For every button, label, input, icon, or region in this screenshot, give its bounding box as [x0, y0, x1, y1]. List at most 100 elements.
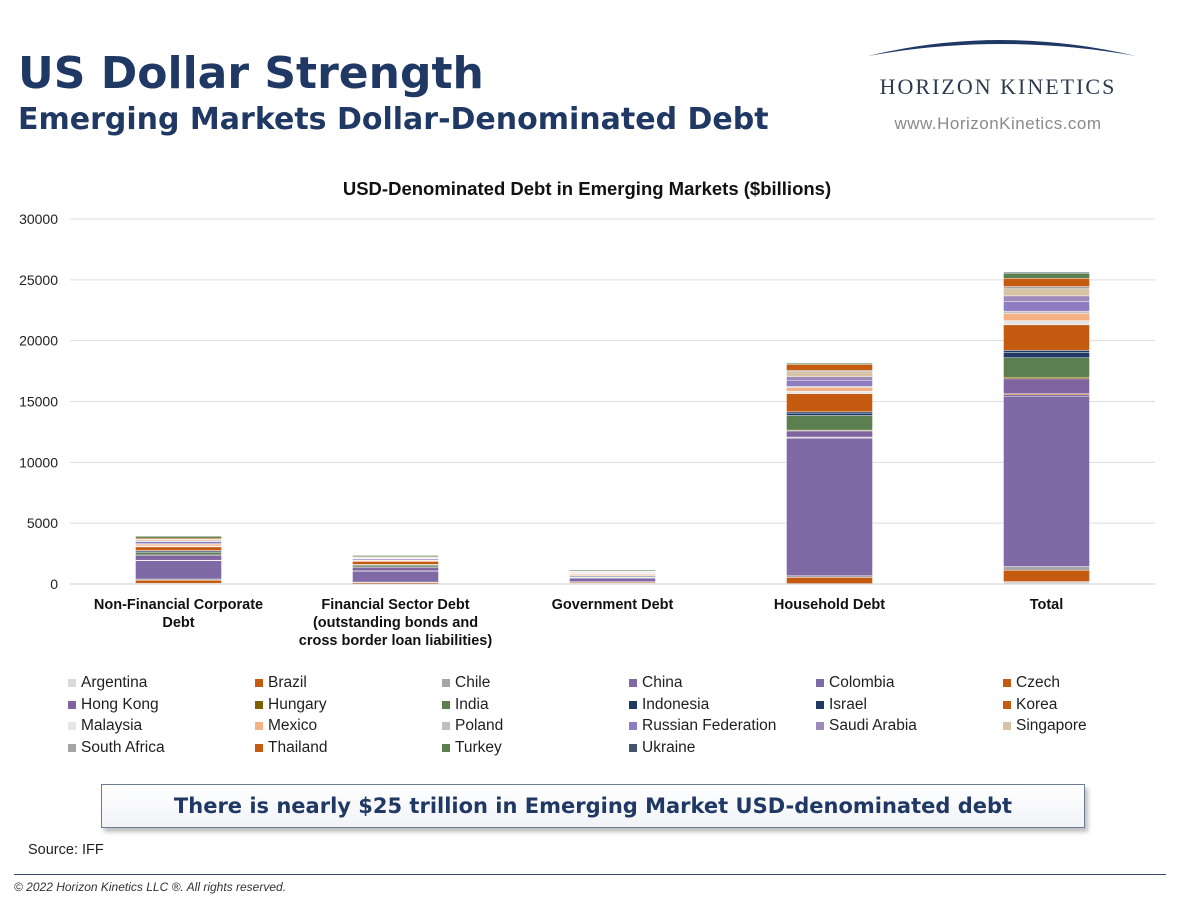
bar-segment: [135, 550, 222, 553]
x-category-label-line: cross border loan liabilities): [299, 633, 493, 649]
legend-entry: Saudi Arabia: [816, 715, 1003, 737]
bar-segment: [1003, 272, 1090, 279]
bar-segment: [786, 393, 873, 413]
y-tick-label: 0: [50, 576, 58, 592]
legend-swatch: [255, 743, 263, 752]
bar-segment: [786, 387, 873, 392]
bar-segment: [786, 577, 873, 584]
chart-title: USD-Denominated Debt in Emerging Markets…: [343, 178, 831, 199]
bar-segment: [786, 430, 873, 438]
bar-segment: [786, 364, 873, 371]
page-title: US Dollar Strength: [18, 48, 484, 99]
legend-entry: Chile: [442, 672, 629, 694]
legend-label: Israel: [829, 695, 867, 713]
bar-segment: [352, 570, 439, 583]
x-category-label-line: Household Debt: [774, 597, 885, 613]
legend-swatch: [68, 722, 76, 731]
legend-entry: Thailand: [255, 737, 442, 759]
legend-entry: Russian Federation: [629, 715, 816, 737]
x-category-label: Household Debt: [774, 597, 885, 613]
logo-url: www.HorizonKinetics.com: [894, 114, 1102, 133]
legend-label: Russian Federation: [642, 717, 777, 735]
legend-label: Singapore: [1016, 717, 1087, 735]
legend-label: South Africa: [81, 738, 165, 756]
chart-legend: Argentina Brazil Chile China Colombia Czech Ho…: [68, 672, 1177, 759]
legend-label: Mexico: [268, 717, 318, 735]
legend-label: Poland: [455, 717, 504, 735]
legend-entry: Brazil: [255, 672, 442, 694]
logo-wordmark: HORIZON KINETICS: [879, 74, 1117, 99]
legend-swatch: [68, 678, 76, 687]
bar-segment: [135, 546, 222, 551]
legend-label: Colombia: [829, 673, 895, 691]
y-tick-label: 20000: [19, 333, 58, 349]
legend-swatch: [442, 722, 450, 731]
legend-swatch: [629, 722, 637, 731]
bar-segment: [1003, 350, 1090, 353]
legend-label: Hong Kong: [81, 695, 159, 713]
stacked-bar-chart: USD-Denominated Debt in Emerging Markets…: [19, 178, 1155, 649]
bar-segment: [1003, 272, 1090, 274]
bar-segment: [352, 567, 439, 572]
legend-entry: Hong Kong: [68, 694, 255, 716]
legend-entry: Indonesia: [629, 694, 816, 716]
bar-segment: [135, 580, 222, 584]
legend-entry: Argentina: [68, 672, 255, 694]
legend-label: Hungary: [268, 695, 327, 713]
x-category-label-line: Financial Sector Debt: [321, 597, 469, 613]
legend-entry: Colombia: [816, 672, 1003, 694]
legend-swatch: [816, 700, 824, 709]
legend-swatch: [68, 743, 76, 752]
x-category-label-line: Government Debt: [552, 597, 674, 613]
copyright-notice: © 2022 Horizon Kinetics LLC ®. All right…: [14, 880, 287, 894]
legend-entry: Hungary: [255, 694, 442, 716]
source-note: Source: IFF: [28, 842, 104, 858]
bar-segment: [1003, 310, 1090, 314]
bar-segment: [1003, 301, 1090, 312]
legend-swatch: [442, 678, 450, 687]
legend-entry: Singapore: [1003, 715, 1177, 737]
bar-segment: [786, 575, 873, 578]
bar-segment: [786, 371, 873, 377]
bar-segment: [786, 390, 873, 394]
y-tick-label: 30000: [19, 211, 58, 227]
horizon-kinetics-logo: HORIZON KINETICS www.HorizonKinetics.com: [860, 30, 1140, 140]
callout-text: There is nearly $25 trillion in Emerging…: [173, 794, 1013, 818]
bar-segment: [1003, 313, 1090, 321]
legend-entry: Czech: [1003, 672, 1177, 694]
x-category-label-line: Debt: [162, 615, 194, 631]
legend-entry: Turkey: [442, 737, 629, 759]
legend-swatch: [255, 722, 263, 731]
bar-segment: [1003, 376, 1090, 380]
legend-entry: India: [442, 694, 629, 716]
bar-segment: [1003, 394, 1090, 397]
y-tick-label: 15000: [19, 394, 58, 410]
y-tick-label: 10000: [19, 454, 58, 470]
bar-segment: [1003, 566, 1090, 571]
legend-entry: Ukraine: [629, 737, 816, 759]
footer-divider: [14, 874, 1166, 875]
legend-swatch: [442, 743, 450, 752]
bar-segment: [1003, 288, 1090, 297]
x-category-label: Government Debt: [552, 597, 674, 613]
legend-label: China: [642, 673, 683, 691]
legend-swatch: [442, 700, 450, 709]
legend-entry: Malaysia: [68, 715, 255, 737]
legend-swatch: [1003, 722, 1011, 731]
legend-swatch: [629, 700, 637, 709]
y-tick-label: 5000: [27, 515, 58, 531]
legend-swatch: [629, 743, 637, 752]
x-category-label: Non-Financial Corporate Debt: [94, 597, 263, 631]
legend-entry: Korea: [1003, 694, 1177, 716]
logo-arc-icon: [868, 40, 1136, 56]
legend-label: Brazil: [268, 673, 307, 691]
bar-segment: [135, 543, 222, 547]
legend-swatch: [629, 678, 637, 687]
legend-label: Korea: [1016, 695, 1058, 713]
bar-segment: [1003, 395, 1090, 567]
legend-label: Turkey: [455, 738, 502, 756]
legend-label: Thailand: [268, 738, 328, 756]
bar-segment: [1003, 286, 1090, 290]
bar-segment: [352, 561, 439, 565]
x-category-label: Total: [1030, 597, 1064, 613]
